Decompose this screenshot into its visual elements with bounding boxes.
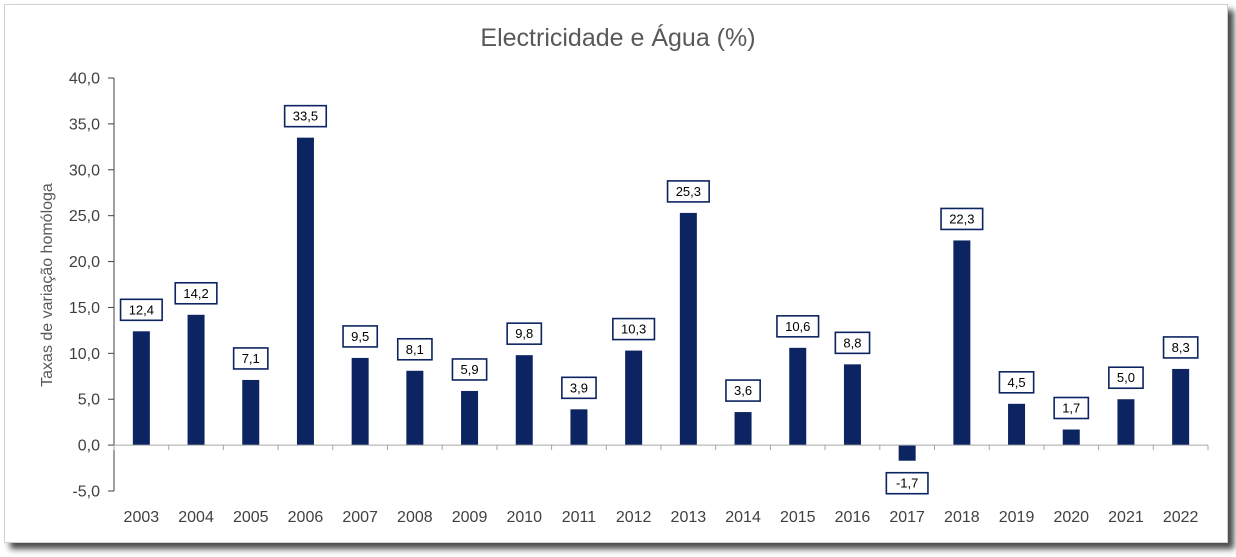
y-tick-label: 30,0 [69,162,100,179]
data-label-box [451,358,488,381]
y-tick-label: 35,0 [69,116,100,133]
bar [843,364,861,446]
bars-group [132,137,1190,461]
x-tick-label: 2004 [178,509,214,526]
data-label: 10,6 [785,319,810,334]
x-tick-label: 2020 [1053,509,1089,526]
data-label: 10,3 [621,322,646,337]
x-axis: 2003 2004 2005 2006 2007 2008 2009 2010 2011 2012… [113,444,1209,526]
bar [734,412,752,446]
data-label-box [666,180,710,203]
data-label: 4,5 [1008,375,1026,390]
data-label: 8,3 [1172,340,1190,355]
data-label-box [174,281,218,305]
data-label-box [232,347,269,370]
data-label: 3,6 [734,383,752,398]
y-tick-label: 40,0 [69,71,100,88]
x-tick-label: 2014 [725,509,761,526]
data-label-box [506,322,543,345]
bar [679,212,697,446]
data-label-box [776,315,820,338]
bar [953,240,971,446]
bar [406,370,424,446]
data-label: 5,9 [461,362,479,377]
x-tick-label: 2006 [288,509,324,526]
y-tick-label: 15,0 [69,300,100,317]
bar [296,137,314,446]
x-tick-label: 2021 [1108,509,1144,526]
y-tick-label: 0,0 [78,438,100,455]
chart-frame [4,4,1228,543]
bar [187,314,205,446]
x-tick-label: 2013 [671,509,707,526]
data-label-box [885,471,929,495]
data-label-box [283,104,328,128]
data-label: 33,5 [293,109,318,124]
data-label: 9,5 [351,329,369,344]
bar [1062,429,1080,446]
bar [1117,399,1135,446]
data-label-box [1162,336,1199,359]
y-axis: 40,0 35,0 30,0 25,0 20,0 15,0 10,0 5,0 0,0 -5,0 [69,71,115,501]
x-tick-label: 2008 [397,509,433,526]
data-label: 8,8 [843,335,861,350]
data-label-box [1053,396,1090,420]
data-label-box [396,337,433,361]
data-label: 8,1 [406,342,424,357]
y-tick-label: -5,0 [72,484,100,501]
x-tick-label: 2017 [889,509,925,526]
data-label-box [725,379,761,402]
data-label: 12,4 [129,302,154,317]
x-tick-label: 2012 [616,509,652,526]
bar [1172,368,1190,446]
data-label: -1,7 [896,476,918,491]
data-label: 14,2 [183,286,208,301]
x-tick-label: 2016 [835,509,871,526]
data-label: 9,8 [515,326,533,341]
bar [461,390,479,446]
x-tick-label: 2019 [999,509,1035,526]
x-tick-label: 2007 [342,509,378,526]
bar [242,379,260,446]
chart-title: Electricidade e Água (%) [480,23,755,52]
data-label: 5,0 [1117,370,1135,385]
x-tick-label: 2011 [562,509,597,526]
data-label: 25,3 [676,184,701,199]
bar [1008,403,1026,446]
data-label-box [1108,366,1144,390]
data-label: 22,3 [949,211,974,226]
bar [132,331,150,446]
data-label-box [834,331,871,355]
data-label-box [998,371,1035,394]
data-label: 1,7 [1062,401,1080,416]
bar [625,350,643,446]
data-label-box [612,317,656,341]
data-label-box [561,376,597,400]
y-tick-label: 20,0 [69,254,100,271]
x-tick-label: 2003 [124,509,160,526]
y-axis-label: Taxas de variação homóloga [39,183,56,387]
bar [789,347,807,446]
bar [898,445,916,461]
y-tick-label: 5,0 [78,392,100,409]
x-tick-label: 2022 [1163,509,1199,526]
bar [351,357,369,446]
data-label: 3,9 [570,380,588,395]
x-tick-label: 2018 [944,509,980,526]
data-label-box [119,298,163,322]
data-label: 7,1 [242,351,260,366]
data-labels-group: 12,4 14,2 7,1 33,5 9,5 8,1 5,9 9,8 3,9 10,3 25,3 3,… [119,104,1199,495]
y-tick-label: 25,0 [69,208,100,225]
data-label-box [342,325,379,348]
x-tick-label: 2015 [780,509,816,526]
x-tick-label: 2009 [452,509,488,526]
x-tick-label: 2005 [233,509,269,526]
data-label-box [940,207,984,231]
y-tick-label: 10,0 [69,346,100,363]
x-tick-label: 2010 [506,509,542,526]
bar [515,355,533,446]
bar [570,409,588,446]
